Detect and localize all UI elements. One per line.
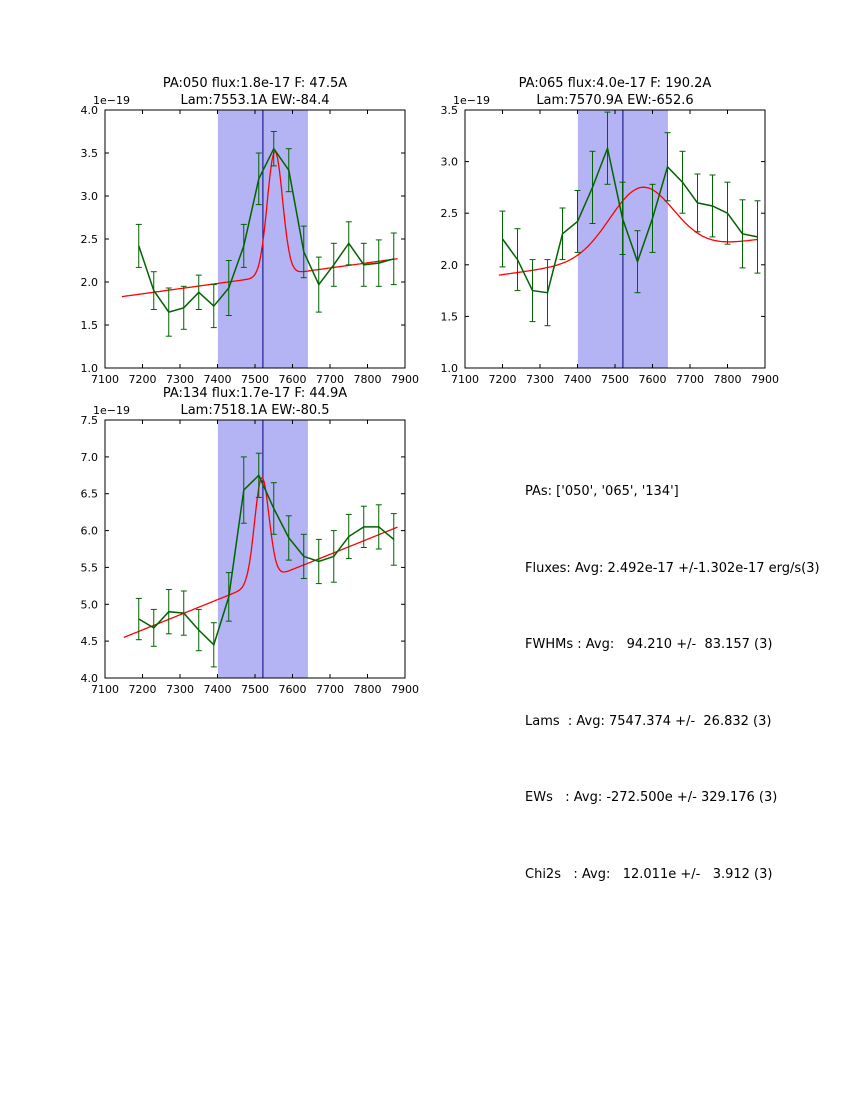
- svg-text:7200: 7200: [489, 373, 517, 386]
- svg-text:7600: 7600: [279, 683, 307, 696]
- svg-text:4.0: 4.0: [81, 104, 99, 117]
- svg-text:7.5: 7.5: [81, 414, 99, 427]
- svg-text:7800: 7800: [354, 683, 382, 696]
- summary-line-pas: PAs: ['050', '065', '134']: [525, 484, 679, 499]
- plot-svg: 1e−19 7100 7200 7300 7400 7500 7600 7700 7800 79…: [81, 404, 420, 696]
- svg-text:7200: 7200: [129, 373, 157, 386]
- svg-text:3.5: 3.5: [441, 104, 459, 117]
- svg-text:7300: 7300: [526, 373, 554, 386]
- svg-text:2.0: 2.0: [81, 276, 99, 289]
- svg-text:7600: 7600: [279, 373, 307, 386]
- svg-text:1.0: 1.0: [81, 362, 99, 375]
- svg-text:3.0: 3.0: [81, 190, 99, 203]
- svg-text:7300: 7300: [166, 373, 194, 386]
- svg-text:7200: 7200: [129, 683, 157, 696]
- svg-text:7700: 7700: [316, 683, 344, 696]
- plot-svg: 1e−19 7100 7200 7300 7400 7500 7600 7700 7800 79…: [81, 94, 420, 386]
- svg-text:7600: 7600: [639, 373, 667, 386]
- svg-text:7700: 7700: [316, 373, 344, 386]
- chart-title-line2: Lam:7553.1A EW:-84.4: [180, 93, 330, 108]
- svg-text:7800: 7800: [714, 373, 742, 386]
- y-axis-offset-label: 1e−19: [453, 94, 490, 107]
- svg-text:1.5: 1.5: [81, 319, 99, 332]
- chart-pa065: PA:065 flux:4.0e-17 F: 190.2A Lam:7570.9…: [427, 68, 783, 400]
- svg-text:7300: 7300: [166, 683, 194, 696]
- svg-text:7400: 7400: [564, 373, 592, 386]
- y-axis-offset-label: 1e−19: [93, 94, 130, 107]
- summary-line-fluxes: Fluxes: Avg: 2.492e-17 +/-1.302e-17 erg/…: [525, 560, 820, 576]
- svg-text:5.5: 5.5: [81, 561, 99, 574]
- svg-text:6.5: 6.5: [81, 488, 99, 501]
- svg-text:7500: 7500: [241, 683, 269, 696]
- summary-line-lams: Lams : Avg: 7547.374 +/- 26.832 (3): [525, 713, 772, 729]
- svg-text:2.5: 2.5: [81, 233, 99, 246]
- chart-title: PA:065 flux:4.0e-17 F: 190.2A Lam:7570.9…: [465, 75, 765, 109]
- chart-title-line1: PA:134 flux:1.7e-17 F: 44.9A: [162, 386, 348, 401]
- svg-text:7900: 7900: [391, 373, 419, 386]
- svg-text:7500: 7500: [601, 373, 629, 386]
- svg-text:4.0: 4.0: [81, 672, 99, 685]
- svg-text:7400: 7400: [204, 683, 232, 696]
- svg-text:1.5: 1.5: [441, 310, 459, 323]
- svg-text:4.5: 4.5: [81, 635, 99, 648]
- svg-text:7500: 7500: [241, 373, 269, 386]
- y-axis-offset-label: 1e−19: [93, 404, 130, 417]
- svg-text:7400: 7400: [204, 373, 232, 386]
- svg-text:7100: 7100: [91, 373, 119, 386]
- svg-text:7700: 7700: [676, 373, 704, 386]
- svg-text:7800: 7800: [354, 373, 382, 386]
- svg-text:7900: 7900: [391, 683, 419, 696]
- summary-panel: PAs: ['050', '065', '134'] Fluxes: Avg: …: [525, 428, 820, 938]
- chart-title: PA:050 flux:1.8e-17 F: 47.5A Lam:7553.1A…: [105, 75, 405, 109]
- svg-text:2.5: 2.5: [441, 207, 459, 220]
- chart-title-line1: PA:050 flux:1.8e-17 F: 47.5A: [162, 76, 348, 91]
- svg-text:7100: 7100: [451, 373, 479, 386]
- svg-text:7900: 7900: [751, 373, 779, 386]
- summary-line-ews: EWs : Avg: -272.500e +/- 329.176 (3): [525, 790, 778, 805]
- summary-line-fwhms: FWHMs : Avg: 94.210 +/- 83.157 (3): [525, 637, 773, 652]
- chart-title-line2: Lam:7570.9A EW:-652.6: [536, 93, 694, 108]
- svg-text:3.5: 3.5: [81, 147, 99, 160]
- chart-pa050: PA:050 flux:1.8e-17 F: 47.5A Lam:7553.1A…: [67, 68, 423, 400]
- chart-title-line2: Lam:7518.1A EW:-80.5: [180, 403, 330, 418]
- svg-text:5.0: 5.0: [81, 598, 99, 611]
- svg-text:7100: 7100: [91, 683, 119, 696]
- svg-text:2.0: 2.0: [441, 259, 459, 272]
- svg-text:3.0: 3.0: [441, 156, 459, 169]
- plot-svg: 1e−19 7100 7200 7300 7400 7500 7600 7700 7800 79…: [441, 94, 780, 386]
- svg-text:7.0: 7.0: [81, 451, 99, 464]
- chart-title: PA:134 flux:1.7e-17 F: 44.9A Lam:7518.1A…: [105, 385, 405, 419]
- chart-pa134: PA:134 flux:1.7e-17 F: 44.9A Lam:7518.1A…: [67, 378, 423, 710]
- summary-line-chi2s: Chi2s : Avg: 12.011e +/- 3.912 (3): [525, 866, 773, 882]
- svg-text:1.0: 1.0: [441, 362, 459, 375]
- chart-title-line1: PA:065 flux:4.0e-17 F: 190.2A: [518, 76, 712, 91]
- svg-text:6.0: 6.0: [81, 525, 99, 538]
